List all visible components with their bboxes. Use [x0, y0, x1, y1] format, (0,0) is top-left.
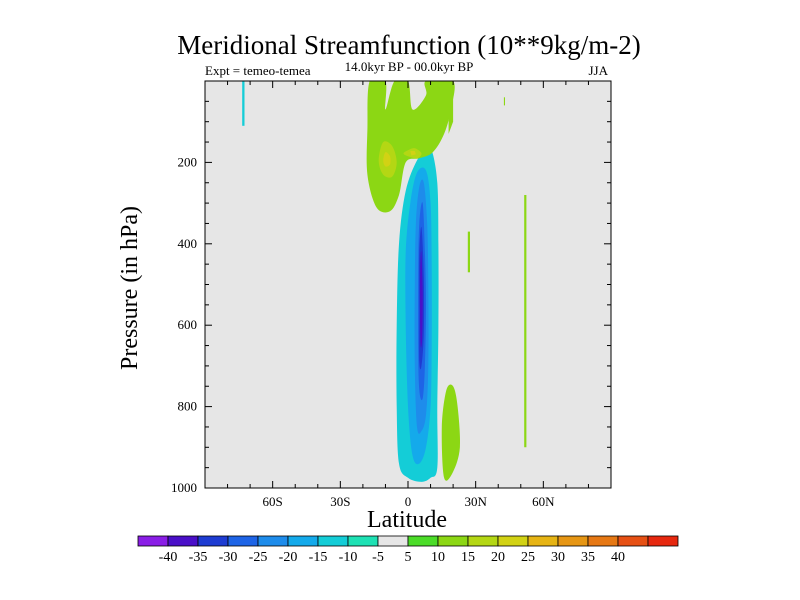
tropical-negative-cell	[419, 251, 423, 348]
colorbar-box	[647, 535, 679, 547]
colorbar-box	[557, 535, 589, 547]
chart-title: Meridional Streamfunction (10**9kg/m-2)	[177, 30, 640, 60]
y-tick-label: 600	[178, 317, 198, 332]
narrow-band-52n	[524, 195, 527, 448]
colorbar-label: 30	[551, 550, 565, 565]
colorbar-box	[257, 535, 289, 547]
patch-73s	[242, 81, 245, 126]
colorbar-box	[167, 535, 199, 547]
colorbar-label: 40	[611, 550, 625, 565]
colorbar-label: 20	[491, 550, 505, 565]
colorbar-label: -30	[219, 550, 238, 565]
x-tick-label: 60N	[532, 494, 555, 509]
colorbar-box	[317, 535, 349, 547]
season-label: JJA	[588, 63, 608, 78]
upper-positive-cell	[383, 152, 391, 167]
colorbar-box	[197, 535, 229, 547]
colorbar-label: 10	[431, 550, 445, 565]
upper-positive-cell	[366, 81, 455, 213]
colorbar-label: -5	[372, 550, 384, 565]
colorbar: -40 -35 -30 -25 -20 -15 -10 -5 5 10 15 20 25 30 35 40	[137, 535, 679, 565]
colorbar-label: -20	[279, 550, 298, 565]
colorbar-box	[227, 535, 259, 547]
colorbar-label: 25	[521, 550, 535, 565]
colorbar-box	[527, 535, 559, 547]
x-tick-label: 30N	[464, 494, 487, 509]
colorbar-label: -40	[159, 550, 178, 565]
y-tick-label: 800	[178, 399, 198, 414]
colorbar-box	[617, 535, 649, 547]
x-tick-label: 30S	[330, 494, 350, 509]
colorbar-box	[587, 535, 619, 547]
y-tick-label: 1000	[171, 480, 197, 495]
upper-positive-cell	[410, 151, 416, 156]
colorbar-box	[347, 535, 379, 547]
colorbar-box	[377, 535, 409, 547]
y-tick-label: 400	[178, 236, 198, 251]
colorbar-label: 35	[581, 550, 595, 565]
colorbar-box	[497, 535, 529, 547]
experiment-label: Expt = temeo-temea	[205, 63, 311, 78]
y-axis-label: Pressure (in hPa)	[117, 206, 143, 370]
colorbar-label: 15	[461, 550, 475, 565]
x-axis-label: Latitude	[367, 507, 447, 533]
colorbar-box	[137, 535, 169, 547]
colorbar-label: -25	[249, 550, 268, 565]
colorbar-label: -15	[309, 550, 328, 565]
lower-positive-cell	[441, 384, 461, 481]
chart-subtitle: 14.0kyr BP - 00.0kyr BP	[345, 59, 474, 74]
y-tick-label: 200	[178, 154, 198, 169]
patch-43n	[503, 97, 505, 106]
x-tick-label: 0	[405, 494, 412, 509]
colorbar-box	[437, 535, 469, 547]
colorbar-label: -35	[189, 550, 208, 565]
upper-strip-20n	[448, 81, 454, 134]
colorbar-label: 5	[405, 550, 412, 565]
colorbar-box	[467, 535, 499, 547]
colorbar-box	[407, 535, 439, 547]
x-tick-label: 60S	[263, 494, 283, 509]
colorbar-box	[287, 535, 319, 547]
patch-27n	[467, 231, 470, 273]
colorbar-label: -10	[339, 550, 358, 565]
